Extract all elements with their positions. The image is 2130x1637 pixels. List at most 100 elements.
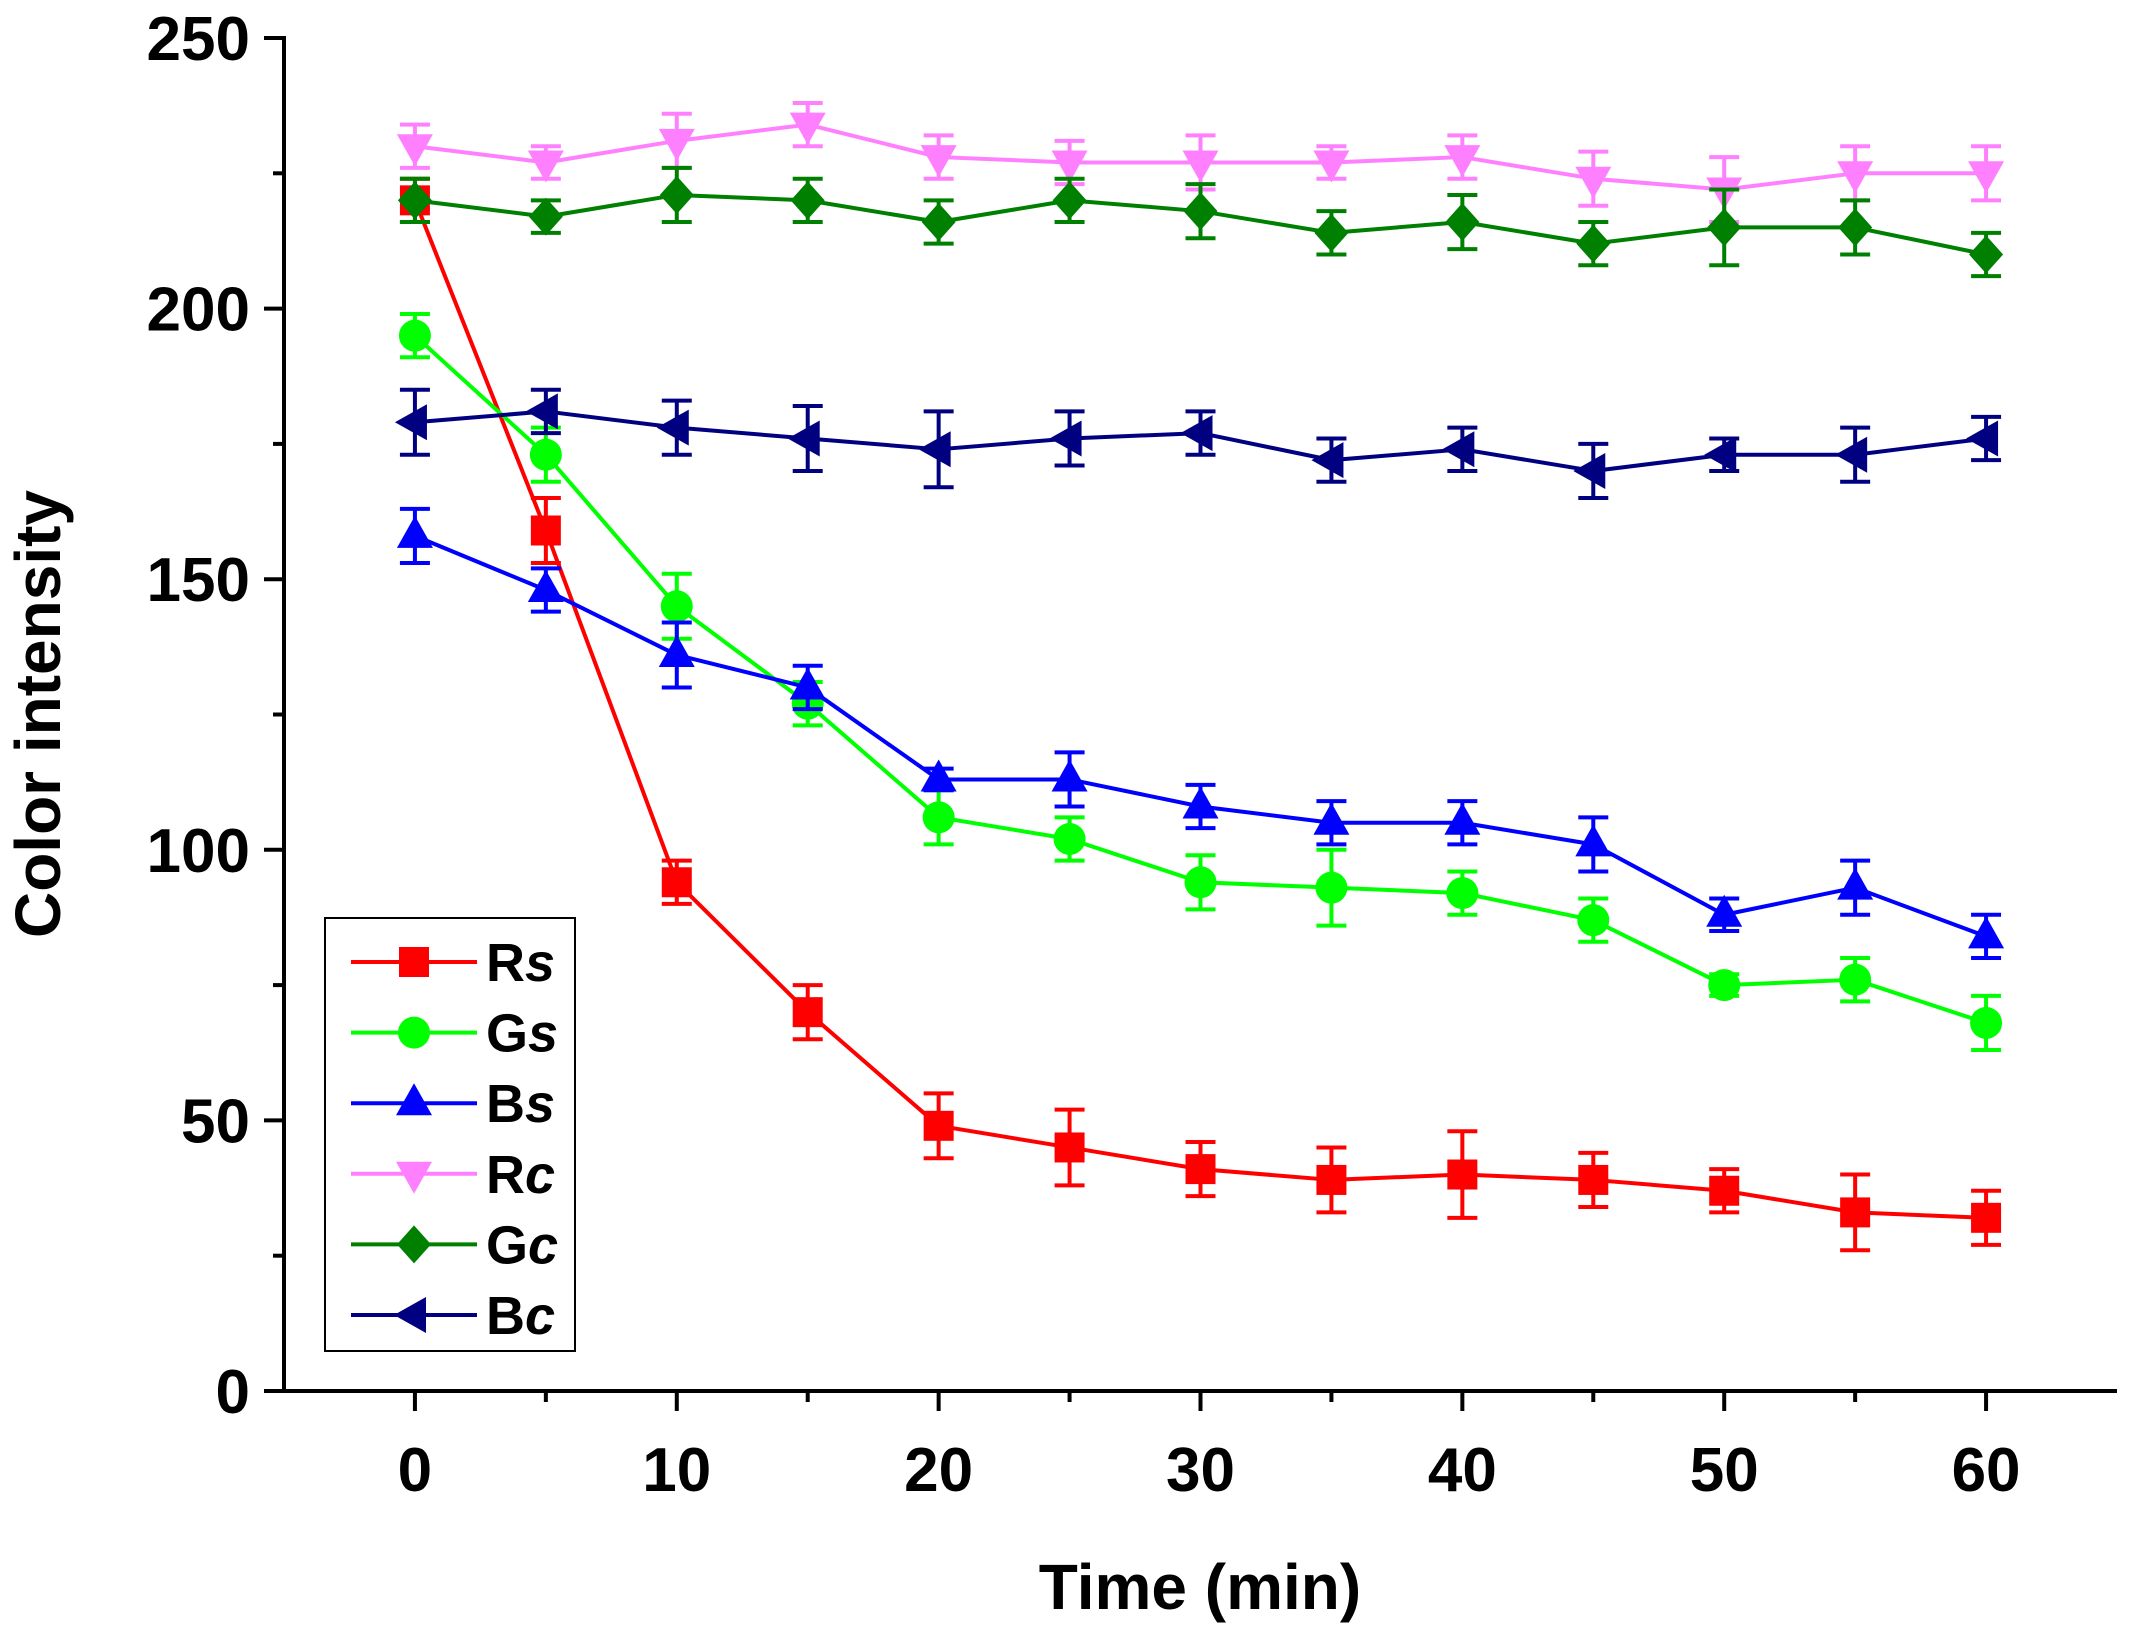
y-tick-label: 150 bbox=[147, 546, 250, 615]
x-axis-title: Time (min) bbox=[1039, 1551, 1361, 1623]
rs-point bbox=[1709, 1175, 1740, 1206]
rc-point bbox=[396, 134, 433, 167]
y-tick-label: 0 bbox=[216, 1358, 250, 1427]
gc-point bbox=[659, 175, 694, 214]
rs-line bbox=[413, 199, 1987, 1220]
bc-point bbox=[1311, 442, 1344, 479]
gc-point bbox=[528, 197, 563, 236]
bs-point bbox=[920, 759, 957, 792]
series-gc bbox=[397, 165, 2004, 279]
legend-marker-rc bbox=[396, 1161, 432, 1194]
series-bc bbox=[394, 387, 2002, 501]
legend-marker-bc bbox=[394, 1297, 426, 1333]
legend-marker-rs bbox=[399, 947, 429, 977]
bs-point bbox=[1575, 824, 1612, 857]
gs-point bbox=[660, 590, 693, 623]
series-layer bbox=[394, 100, 2005, 1253]
gs-point bbox=[1577, 904, 1610, 937]
gs-point bbox=[398, 319, 431, 352]
rc-point bbox=[920, 145, 957, 178]
rs-point bbox=[923, 1110, 954, 1141]
bs-point bbox=[1444, 802, 1481, 835]
bc-point bbox=[656, 409, 689, 446]
bs-point bbox=[1313, 802, 1350, 835]
rc-point bbox=[1837, 161, 1874, 194]
x-tick-label: 30 bbox=[1166, 1436, 1235, 1505]
bc-point bbox=[1180, 415, 1213, 452]
bc-point bbox=[918, 431, 951, 468]
tick-layer: 0 10 20 30 40 50 60 0 50 100 150 200 250 bbox=[147, 5, 2021, 1505]
rc-point bbox=[1313, 150, 1350, 183]
bs-point bbox=[1837, 867, 1874, 900]
gc-point bbox=[1183, 192, 1218, 231]
y-tick-label: 200 bbox=[147, 276, 250, 345]
gc-point bbox=[921, 203, 956, 242]
bc-point bbox=[394, 404, 427, 441]
gc-point bbox=[1052, 181, 1087, 220]
rs-point bbox=[792, 997, 823, 1028]
gs-point bbox=[529, 438, 562, 471]
rs-point bbox=[1447, 1159, 1478, 1190]
legend-item-rs: Rs bbox=[351, 933, 555, 993]
rs-point bbox=[1840, 1197, 1871, 1228]
gs-point bbox=[1053, 822, 1086, 855]
bc-point bbox=[1573, 452, 1606, 489]
bc-point bbox=[525, 393, 558, 430]
x-tick-label: 40 bbox=[1428, 1436, 1497, 1505]
legend-box bbox=[324, 917, 576, 1352]
gc-point bbox=[1838, 208, 1873, 247]
rs-point bbox=[530, 515, 561, 546]
legend-marker-gs bbox=[398, 1016, 430, 1049]
legend-marker-bs bbox=[396, 1083, 432, 1116]
legend-label-rc: Rc bbox=[486, 1145, 555, 1205]
x-tick-label: 20 bbox=[904, 1436, 973, 1505]
legend-label-bs: Bs bbox=[486, 1074, 555, 1134]
bc-point bbox=[1704, 436, 1737, 473]
gs-point bbox=[1708, 969, 1741, 1002]
rs-point bbox=[1316, 1164, 1347, 1195]
rs-point bbox=[1578, 1164, 1609, 1195]
y-axis-title: Color intensity bbox=[2, 490, 74, 938]
x-tick-label: 0 bbox=[398, 1436, 432, 1505]
legend: Rs Gs Bs Rc Gc Bc bbox=[351, 933, 558, 1346]
gc-point bbox=[1969, 235, 2004, 274]
rc-point bbox=[1968, 161, 2005, 194]
rs-point bbox=[1054, 1132, 1085, 1163]
y-tick-label: 50 bbox=[181, 1087, 250, 1156]
legend-item-gc: Gc bbox=[351, 1215, 558, 1275]
rc-point bbox=[1444, 145, 1481, 178]
gc-point bbox=[790, 181, 825, 220]
legend-label-gs: Gs bbox=[486, 1004, 558, 1064]
bs-point bbox=[1182, 786, 1219, 819]
series-rs bbox=[399, 176, 2002, 1253]
legend-item-rc: Rc bbox=[351, 1145, 555, 1205]
rc-point bbox=[789, 112, 826, 145]
rc-point bbox=[1051, 150, 1088, 183]
bs-point bbox=[658, 634, 695, 667]
gs-point bbox=[1839, 963, 1872, 996]
gs-point bbox=[1184, 866, 1217, 899]
gs-point bbox=[1970, 1006, 2003, 1039]
gc-point bbox=[397, 181, 432, 220]
gs-point bbox=[922, 801, 955, 834]
bs-point bbox=[1706, 894, 1743, 927]
gs-point bbox=[1446, 877, 1479, 910]
y-tick-label: 100 bbox=[147, 817, 250, 886]
series-bs bbox=[396, 506, 2005, 961]
x-tick-label: 10 bbox=[642, 1436, 711, 1505]
legend-label-rs: Rs bbox=[486, 933, 555, 993]
rc-point bbox=[527, 150, 564, 183]
rc-point bbox=[658, 128, 695, 161]
legend-item-bs: Bs bbox=[351, 1074, 555, 1134]
legend-item-bc: Bc bbox=[351, 1286, 555, 1346]
bc-point bbox=[1442, 431, 1475, 468]
legend-item-gs: Gs bbox=[351, 1004, 558, 1064]
gc-point bbox=[1707, 208, 1742, 247]
gc-point bbox=[1314, 213, 1349, 252]
x-tick-label: 50 bbox=[1690, 1436, 1759, 1505]
bs-point bbox=[396, 515, 433, 548]
rs-point bbox=[661, 867, 692, 898]
gc-point bbox=[1576, 224, 1611, 263]
x-tick-label: 60 bbox=[1952, 1436, 2021, 1505]
